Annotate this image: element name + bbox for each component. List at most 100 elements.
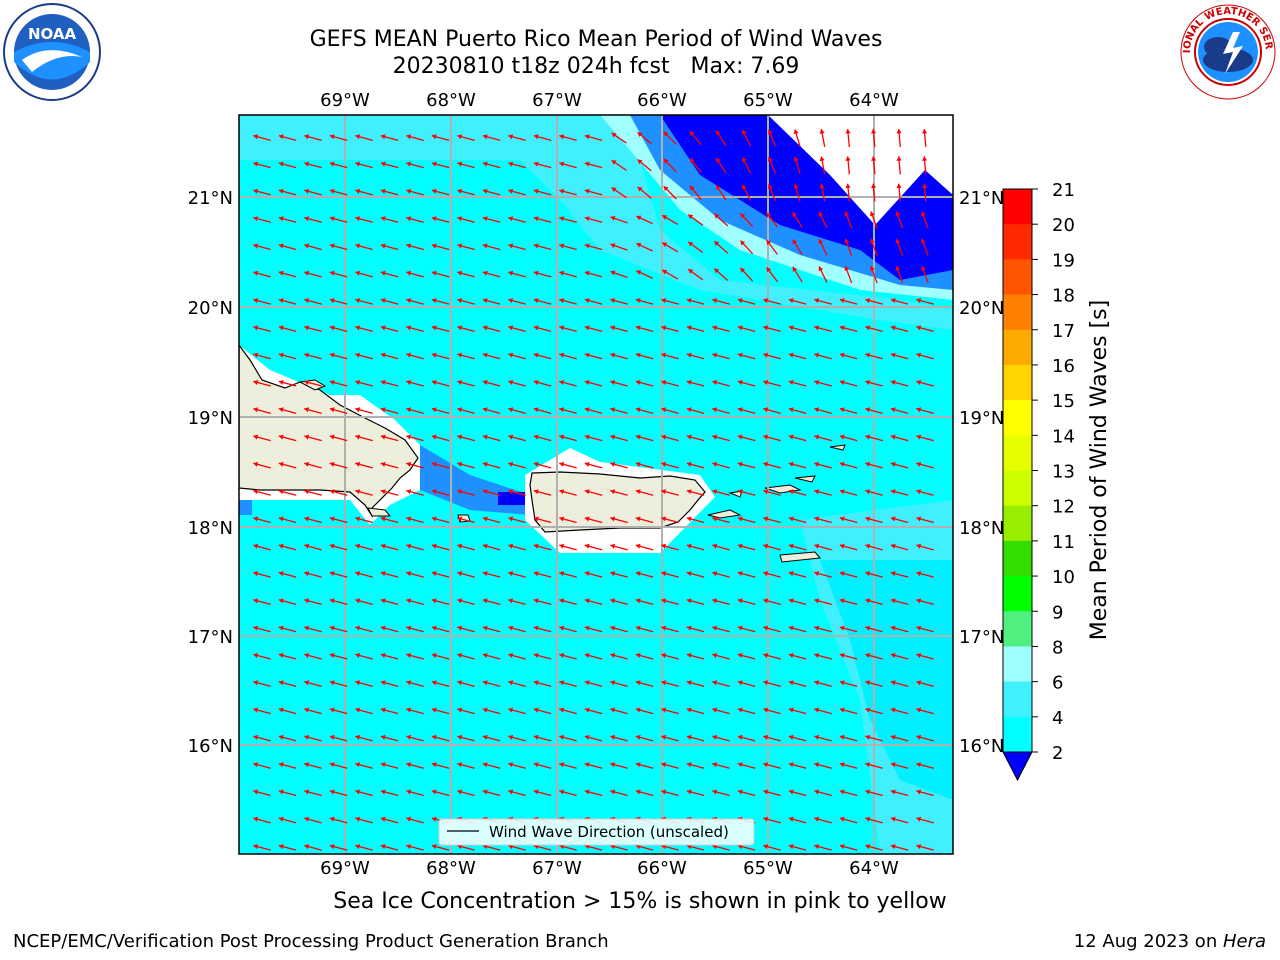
wind-arrow-head <box>610 215 616 221</box>
colorbar-tick-label: 17 <box>1052 321 1075 342</box>
wind-arrow-head <box>712 352 718 358</box>
wind-arrow-head <box>839 652 845 658</box>
wind-arrow-head <box>788 434 794 440</box>
colorbar-segment <box>1003 189 1032 225</box>
wind-arrow-head <box>533 270 539 276</box>
wind-arrow-head <box>431 298 437 304</box>
wind-arrow-head <box>278 216 284 222</box>
colorbar-extend-arrow <box>1002 751 1033 782</box>
wind-arrow-head <box>304 243 310 249</box>
wind-arrow-head <box>814 680 820 686</box>
wind-arrow-head <box>763 816 769 822</box>
wind-arrow-head <box>304 161 310 167</box>
wind-arrow-head <box>788 325 794 331</box>
wind-arrow-head <box>559 762 565 768</box>
colorbar-segment <box>1003 294 1032 331</box>
wind-arrow-head <box>559 434 565 440</box>
wind-arrow-head <box>329 844 335 850</box>
wind-arrow-head <box>788 298 794 304</box>
wind-arrow-head <box>457 434 463 440</box>
wind-arrow-head <box>457 379 463 385</box>
wind-arrow-head <box>482 134 488 140</box>
wind-arrow-head <box>559 680 565 686</box>
wind-arrow-head <box>712 762 718 768</box>
ocean-region-mona-deep <box>498 492 530 505</box>
lon-label-top: 67°W <box>532 90 582 111</box>
wind-arrow-head <box>688 214 694 220</box>
wind-arrow-head <box>278 352 284 358</box>
wind-arrow-head <box>584 461 590 467</box>
wind-arrow-head <box>763 434 769 440</box>
wind-arrow-head <box>559 134 565 140</box>
wind-arrow-head <box>661 762 667 768</box>
wind-arrow-head <box>610 352 616 358</box>
wind-arrow-head <box>788 652 794 658</box>
wind-arrow-head <box>533 652 539 658</box>
wind-arrow-head <box>814 461 820 467</box>
wind-arrow-head <box>890 516 896 522</box>
wind-arrow-head <box>431 270 437 276</box>
wind-arrow-head <box>482 243 488 249</box>
wind-arrow-head <box>637 159 643 165</box>
wind-arrow-head <box>559 598 565 604</box>
wind-arrow-head <box>253 407 259 413</box>
wind-arrow-head <box>304 489 310 495</box>
wind-arrow-head <box>814 816 820 822</box>
lat-label-right: 21°N <box>959 188 1004 209</box>
wind-arrow-head <box>278 680 284 686</box>
lat-label-left: 18°N <box>188 518 233 539</box>
wind-arrow-head <box>380 161 386 167</box>
wind-arrow-head <box>763 680 769 686</box>
colorbar-tick-label: 14 <box>1052 426 1075 447</box>
wind-arrow-head <box>814 844 820 850</box>
wind-arrow-head <box>610 571 616 577</box>
wind-arrow-head <box>380 134 386 140</box>
wind-arrow-head <box>737 598 743 604</box>
colorbar-tick-label: 15 <box>1052 391 1075 412</box>
wind-arrow-head <box>431 516 437 522</box>
wind-arrow-head <box>916 407 922 413</box>
wind-arrow-head <box>871 156 877 161</box>
wind-arrow-head <box>788 461 794 467</box>
wind-arrow-head <box>686 516 692 522</box>
wind-arrow-head <box>763 625 769 631</box>
wind-arrow-head <box>712 325 718 331</box>
wind-arrow-head <box>355 816 361 822</box>
wind-arrow-head <box>329 188 335 194</box>
wind-arrow-head <box>253 680 259 686</box>
wind-arrow-head <box>916 298 922 304</box>
lat-labels-right: 21°N 20°N 19°N 18°N 17°N 16°N <box>959 188 1004 757</box>
colorbar-segment <box>1003 681 1032 718</box>
wind-arrow-head <box>712 379 718 385</box>
wind-arrow-head <box>763 543 769 549</box>
wind-arrow-head <box>406 734 412 740</box>
wind-arrow-head <box>355 625 361 631</box>
wind-arrow-head <box>686 789 692 795</box>
wind-arrow-head <box>253 734 259 740</box>
wind-arrow-head <box>661 516 667 522</box>
wind-arrow-head <box>740 240 746 246</box>
lat-label-left: 20°N <box>188 298 233 319</box>
wind-arrow-head <box>767 184 773 190</box>
wind-arrow-head <box>916 598 922 604</box>
wind-arrow-head <box>763 516 769 522</box>
wind-arrow-head <box>559 298 565 304</box>
wind-arrow-head <box>329 134 335 140</box>
wind-arrow-head <box>508 680 514 686</box>
wind-arrow-head <box>457 270 463 276</box>
wind-arrow-head <box>508 571 514 577</box>
wind-arrow-head <box>253 789 259 795</box>
wind-arrow-head <box>763 652 769 658</box>
wind-arrow-head <box>508 789 514 795</box>
wind-arrow-head <box>788 680 794 686</box>
wind-arrow-head <box>584 652 590 658</box>
wind-arrow-head <box>662 269 668 275</box>
wind-arrow-head <box>865 489 871 495</box>
wind-arrow-head <box>355 325 361 331</box>
wind-arrow-head <box>788 707 794 713</box>
wind-arrow-head <box>871 129 877 134</box>
wind-arrow-head <box>559 407 565 413</box>
wind-arrow-head <box>482 680 488 686</box>
wind-arrow-head <box>533 680 539 686</box>
wind-arrow-head <box>763 407 769 413</box>
